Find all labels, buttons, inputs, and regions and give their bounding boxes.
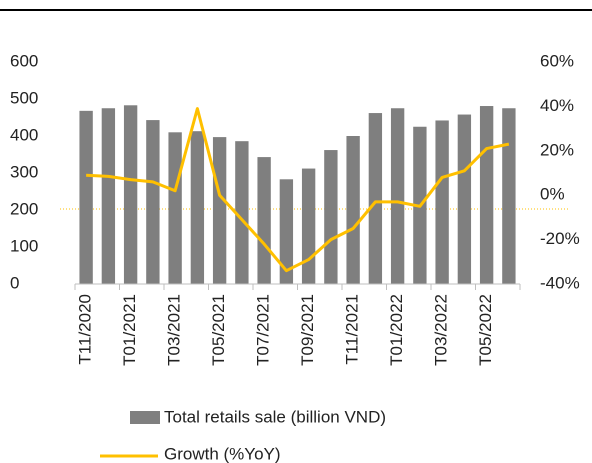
x-tick-label: T07/2021 <box>254 294 273 366</box>
x-tick-label: T05/2021 <box>209 294 228 366</box>
x-tick-label: T03/2021 <box>165 294 184 366</box>
y-tick-label: 100 <box>10 236 38 255</box>
y2-tick-label: 0% <box>540 185 565 204</box>
y2-tick-label: -40% <box>540 273 580 292</box>
x-tick-label: T11/2020 <box>76 294 95 365</box>
legend-swatch <box>130 411 160 424</box>
y2-tick-label: -20% <box>540 229 580 248</box>
bar <box>279 179 294 284</box>
y-tick-label: 600 <box>10 51 38 70</box>
y2-tick-label: 60% <box>540 51 574 70</box>
x-tick-label: T01/2021 <box>120 294 139 366</box>
bar <box>190 131 205 284</box>
bar <box>502 108 516 284</box>
bar <box>368 113 383 284</box>
bar <box>79 110 93 284</box>
y-tick-label: 300 <box>10 162 38 181</box>
y-tick-label: 500 <box>10 88 38 107</box>
y-tick-label: 0 <box>10 273 19 292</box>
line <box>86 107 510 273</box>
legend-label: Growth (%YoY) <box>164 444 281 463</box>
x-tick-label: T11/2021 <box>343 294 362 365</box>
bar <box>168 132 182 284</box>
bar <box>435 120 449 285</box>
bar <box>123 105 138 284</box>
y2-tick-label: 40% <box>540 96 574 115</box>
legend-label: Total retails sale (billion VND) <box>164 407 386 426</box>
bar <box>457 114 472 284</box>
bar <box>346 136 360 284</box>
x-tick-label: T09/2021 <box>298 294 317 366</box>
bar <box>301 168 316 284</box>
bar <box>324 150 338 284</box>
bar <box>479 106 494 284</box>
bar <box>235 141 249 284</box>
y-tick-label: 200 <box>10 199 38 218</box>
bar <box>257 157 271 284</box>
x-tick-label: T01/2022 <box>387 294 406 366</box>
y2-tick-label: 20% <box>540 140 574 159</box>
bar <box>390 108 405 284</box>
bar <box>146 120 160 284</box>
bar <box>101 108 116 284</box>
y-tick-label: 400 <box>10 125 38 144</box>
bar <box>212 137 227 284</box>
x-tick-label: T05/2022 <box>476 294 495 366</box>
x-tick-label: T03/2022 <box>432 294 451 366</box>
